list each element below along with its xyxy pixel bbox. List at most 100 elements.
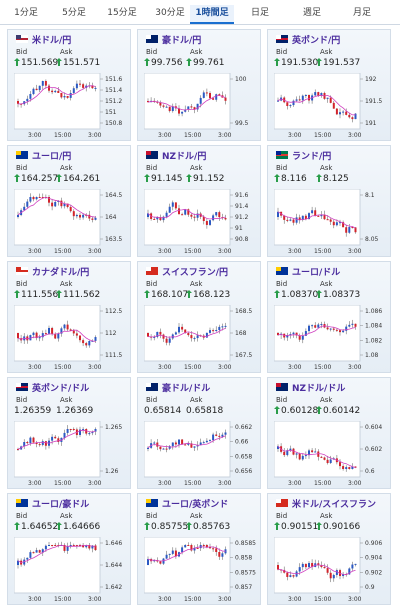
candle-body	[79, 83, 81, 85]
pair-name: ユーロ/ドル	[292, 268, 341, 278]
candle-body	[348, 324, 351, 327]
candle-body	[66, 546, 69, 551]
flag-icon	[146, 35, 158, 43]
tile[interactable]: 豪ドル/円 Bid Ask 99.756 99.761 100 99.5 3:00 15:00 3…	[137, 29, 261, 141]
candle-body	[354, 323, 357, 327]
candle-body	[165, 212, 168, 217]
chart-frame	[274, 73, 361, 130]
flag-stripe	[276, 386, 288, 388]
tile[interactable]: 英ポンド/ドル Bid Ask 1.26359 1.26369 1.265 1.26 3:00…	[7, 377, 131, 489]
y-tick-label: 163.5	[105, 236, 122, 243]
candle-body	[286, 219, 289, 221]
candle-body	[221, 434, 224, 437]
bid-value: 168.107	[144, 290, 188, 300]
bid-value: 111.556	[14, 290, 58, 300]
candle-body	[205, 545, 208, 548]
candle-body	[308, 450, 310, 456]
candle-body	[153, 336, 156, 338]
tile[interactable]: NZドル/ドル Bid Ask 0.60128 0.60142 0.604 0.602 0.6…	[267, 377, 391, 489]
candle-body	[165, 106, 168, 108]
y-tick-label: 1.08	[365, 352, 379, 359]
ask-label: Ask	[190, 512, 203, 520]
flag-icon	[16, 267, 28, 275]
bid-text: 168.107	[151, 290, 189, 300]
candle-body	[286, 572, 289, 577]
candle-body	[41, 197, 44, 198]
y-tick-label: 151.2	[105, 98, 122, 105]
candle-body	[75, 333, 78, 336]
candle-body	[168, 338, 171, 343]
candle-body	[72, 211, 75, 217]
flag-stripe	[16, 38, 28, 40]
candle-body	[88, 545, 91, 549]
tile[interactable]: ユーロ/豪ドル Bid Ask 1.64652 1.64666 1.646 1.644 1.6…	[7, 493, 131, 605]
tab[interactable]: 日足	[250, 8, 269, 18]
candle-body	[335, 108, 338, 115]
ask-text: 151.571	[63, 58, 101, 68]
candle-body	[348, 568, 351, 575]
candle-body	[32, 88, 35, 95]
flag-icon	[276, 499, 288, 507]
tab[interactable]: 月足	[352, 8, 371, 18]
tile[interactable]: 米ドル/スイスフラン Bid Ask 0.90151 0.90166 0.906 0.904…	[267, 493, 391, 605]
candle-body	[301, 95, 304, 101]
candle-body	[63, 324, 66, 329]
candle-body	[94, 217, 97, 220]
up-arrow	[316, 290, 322, 298]
tile[interactable]: ランド/円 Bid Ask 8.116 8.125 8.1 8.05 3:00 15:00 3:0…	[267, 145, 391, 257]
y-tick-label: 1.26	[105, 468, 119, 475]
candle-body	[314, 451, 317, 453]
tab[interactable]: 1時間足	[190, 5, 234, 24]
tile[interactable]: ユーロ/円 Bid Ask 164.257 164.261 164.5 164 163.5 3:…	[7, 145, 131, 257]
candle-body	[41, 549, 44, 553]
tab[interactable]: 30分足	[155, 8, 185, 18]
candle-body	[63, 203, 66, 207]
candle-body	[329, 328, 332, 330]
tile[interactable]: ユーロ/ドル Bid Ask 1.08370 1.08373 1.086 1.084 1.08…	[267, 261, 391, 373]
up-arrow	[316, 522, 322, 530]
tab[interactable]: 5分足	[62, 8, 86, 18]
candle-body	[147, 101, 149, 103]
pair-name: 豪ドル/円	[162, 36, 202, 46]
candle-body	[147, 559, 149, 565]
tab[interactable]: 週足	[302, 8, 321, 18]
bid-text: 1.08370	[281, 290, 319, 300]
ask-text: 1.26369	[56, 406, 94, 416]
up-arrow	[186, 58, 192, 66]
y-tick-label: 0.602	[365, 446, 382, 453]
y-tick-label: 151.4	[105, 87, 122, 94]
bid-text: 0.60128	[281, 406, 319, 416]
candle-body	[51, 436, 54, 441]
candle-body	[190, 214, 193, 217]
moving-average	[277, 94, 356, 116]
tile[interactable]: カナダドル/円 Bid Ask 111.556 111.562 112.5 112 111.5…	[7, 261, 131, 373]
candle-body	[44, 441, 47, 446]
pair-name: NZドル/ドル	[292, 384, 346, 394]
candle-body	[57, 333, 60, 339]
candle-body	[286, 450, 289, 456]
ask-label: Ask	[320, 280, 333, 288]
tile[interactable]: ユーロ/英ポンド Bid Ask 0.85755 0.85763 0.8585 0.858 0…	[137, 493, 261, 605]
y-tick-label: 0.858	[235, 555, 252, 562]
candle-body	[181, 214, 184, 216]
tile[interactable]: 英ポンド/円 Bid Ask 191.530 191.537 192 191.5 191 3:0…	[267, 29, 391, 141]
ask-label: Ask	[320, 48, 333, 56]
tile[interactable]: スイスフラン/円 Bid Ask 168.107 168.123 168.5 168 167.…	[137, 261, 261, 373]
tile[interactable]: NZドル/円 Bid Ask 91.145 91.152 91.6 91.4 91.2 91 90…	[137, 145, 261, 257]
y-tick-label: 164	[105, 214, 117, 221]
candle-body	[283, 215, 286, 220]
candle-body	[48, 545, 50, 546]
tab[interactable]: 1分足	[14, 8, 38, 18]
arrow-shape	[186, 522, 192, 530]
tab[interactable]: 15分足	[107, 8, 137, 18]
candle-body	[314, 92, 317, 96]
y-tick-label: 0.8585	[235, 540, 256, 547]
tile[interactable]: 米ドル/円 Bid Ask 151.569 151.571 151.6 151.4 151.2…	[7, 29, 131, 141]
tile[interactable]: 豪ドル/ドル Bid Ask 0.65814 0.65818 0.662 0.66 0.658…	[137, 377, 261, 489]
up-arrow	[144, 174, 150, 182]
candle-body	[162, 448, 165, 450]
x-tick-label: 15:00	[314, 364, 331, 371]
x-tick-label: 3:00	[28, 364, 42, 371]
